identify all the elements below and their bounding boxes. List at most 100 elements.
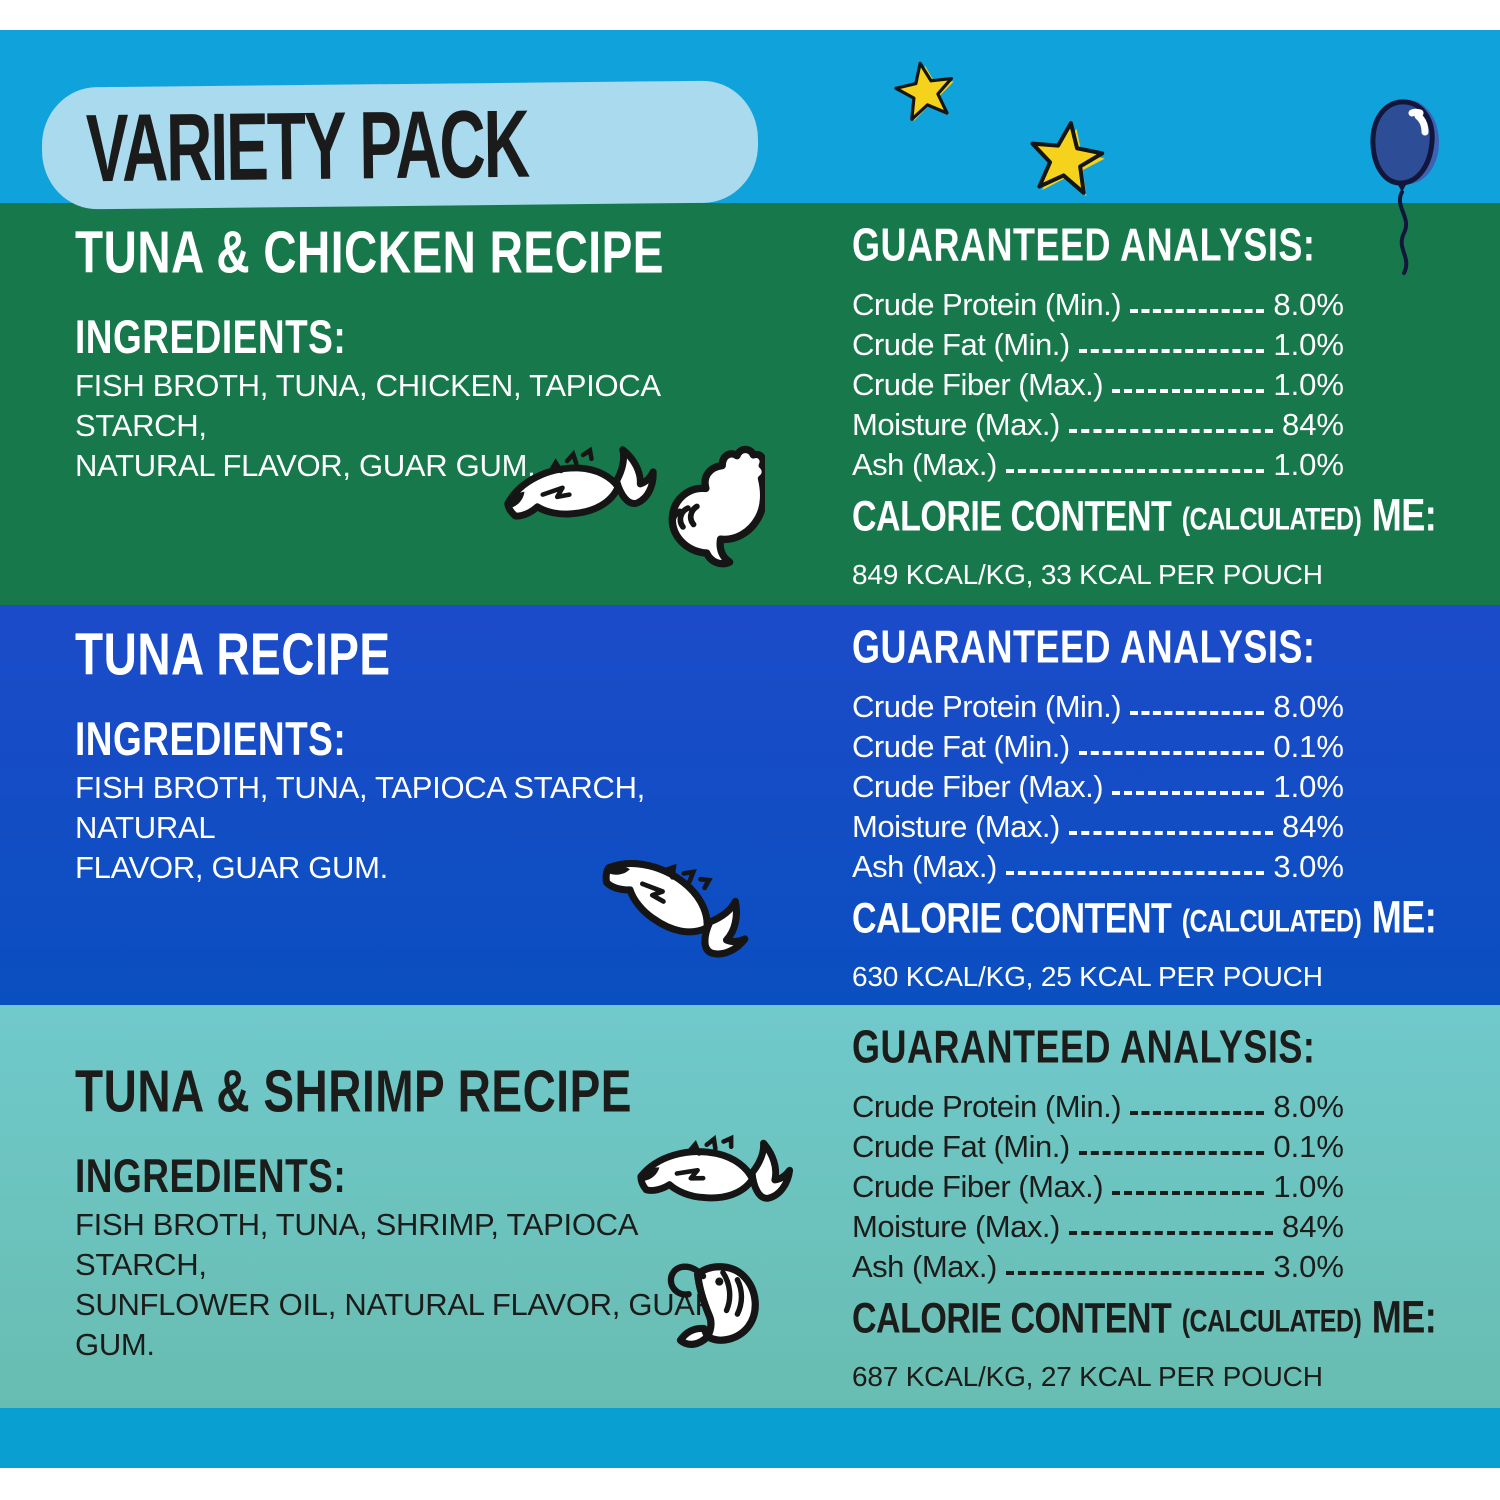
analysis-column: GUARANTEED ANALYSIS: Crude Protein (Min.… <box>852 1005 1437 1393</box>
analysis-row: Crude Fat (Min.) 0.1% <box>852 725 1344 765</box>
calorie-title: CALORIE CONTENT <box>852 1294 1172 1342</box>
guaranteed-analysis-title: GUARANTEED ANALYSIS: <box>852 1019 1316 1073</box>
analysis-label: Crude Fat (Min.) <box>852 1128 1070 1164</box>
analysis-value: 84% <box>1281 808 1344 844</box>
analysis-row: Moisture (Max.) 84% <box>852 1205 1344 1245</box>
dash-leader <box>1112 1190 1265 1195</box>
shrimp-icon <box>667 1263 759 1348</box>
title-blob: VARIETY PACK <box>41 80 759 210</box>
analysis-row: Crude Fiber (Max.) 1.0% <box>852 765 1344 805</box>
analysis-label: Crude Fiber (Max.) <box>852 366 1104 402</box>
dash-leader <box>1005 468 1265 473</box>
calorie-parenthetical: (CALCULATED) <box>1181 1303 1362 1339</box>
dash-leader <box>1130 710 1265 715</box>
analysis-value: 1.0% <box>1273 1168 1344 1204</box>
recipe-info-column: TUNA & SHRIMP RECIPE INGREDIENTS: FISH B… <box>75 1042 775 1365</box>
analysis-row: Ash (Max.) 3.0% <box>852 845 1344 885</box>
analysis-label: Ash (Max.) <box>852 848 997 884</box>
calorie-parenthetical: (CALCULATED) <box>1181 501 1362 537</box>
calorie-value: 849 KCAL/KG, 33 KCAL PER POUCH <box>852 558 1323 590</box>
ingredients-line: FLAVOR, GUAR GUM. <box>75 850 388 886</box>
analysis-row: Crude Fat (Min.) 0.1% <box>852 1125 1344 1165</box>
analysis-row: Moisture (Max.) 84% <box>852 403 1344 443</box>
analysis-value: 1.0% <box>1273 326 1344 362</box>
calorie-me-label: ME: <box>1371 1290 1437 1343</box>
analysis-table: Crude Protein (Min.) 8.0% Crude Fat (Min.… <box>852 1085 1344 1285</box>
analysis-label: Moisture (Max.) <box>852 808 1060 844</box>
calorie-value: 687 KCAL/KG, 27 KCAL PER POUCH <box>852 1360 1323 1392</box>
dash-leader <box>1112 388 1265 393</box>
tuna-fish-icon <box>504 446 657 520</box>
footer-band <box>0 1408 1500 1468</box>
ingredients-label: INGREDIENTS: <box>75 712 347 765</box>
ingredients-line: FISH BROTH, TUNA, SHRIMP, TAPIOCA STARCH… <box>75 1207 637 1283</box>
section-tuna-chicken: TUNA & CHICKEN RECIPE INGREDIENTS: FISH … <box>0 203 1500 605</box>
recipe-title: TUNA & CHICKEN RECIPE <box>75 217 664 286</box>
analysis-row: Ash (Max.) 1.0% <box>852 443 1344 483</box>
ingredients-text: FISH BROTH, TUNA, SHRIMP, TAPIOCA STARCH… <box>75 1205 775 1365</box>
calorie-content-block: CALORIE CONTENT (CALCULATED) ME: 630 KCA… <box>852 891 1437 993</box>
chicken-icon <box>668 445 765 568</box>
recipe-info-column: TUNA RECIPE INGREDIENTS: FISH BROTH, TUN… <box>75 605 775 888</box>
analysis-value: 8.0% <box>1273 688 1344 724</box>
analysis-column: GUARANTEED ANALYSIS: Crude Protein (Min.… <box>852 203 1437 591</box>
page-title: VARIETY PACK <box>85 89 529 203</box>
analysis-label: Crude Fat (Min.) <box>852 728 1070 764</box>
ingredients-line: FISH BROTH, TUNA, CHICKEN, TAPIOCA STARC… <box>75 368 660 444</box>
analysis-table: Crude Protein (Min.) 8.0% Crude Fat (Min.… <box>852 283 1344 483</box>
analysis-label: Moisture (Max.) <box>852 406 1060 442</box>
ingredients-line: FISH BROTH, TUNA, TAPIOCA STARCH, NATURA… <box>75 770 645 846</box>
analysis-row: Crude Protein (Min.) 8.0% <box>852 283 1344 323</box>
ingredients-text: FISH BROTH, TUNA, TAPIOCA STARCH, NATURA… <box>75 768 775 888</box>
calorie-heading: CALORIE CONTENT (CALCULATED) ME: <box>852 1291 1437 1353</box>
analysis-row: Crude Protein (Min.) 8.0% <box>852 1085 1344 1125</box>
analysis-row: Crude Fiber (Max.) 1.0% <box>852 1165 1344 1205</box>
analysis-value: 3.0% <box>1273 848 1344 884</box>
header-band: VARIETY PACK <box>0 30 1500 275</box>
analysis-label: Crude Fat (Min.) <box>852 326 1070 362</box>
ingredients-label: INGREDIENTS: <box>75 1149 347 1202</box>
section-tuna-shrimp: TUNA & SHRIMP RECIPE INGREDIENTS: FISH B… <box>0 1005 1500 1408</box>
calorie-value: 630 KCAL/KG, 25 KCAL PER POUCH <box>852 960 1323 992</box>
guaranteed-analysis-title: GUARANTEED ANALYSIS: <box>852 217 1316 271</box>
analysis-row: Crude Protein (Min.) 8.0% <box>852 685 1344 725</box>
tuna-fish-icon <box>637 1134 794 1202</box>
analysis-label: Crude Fiber (Max.) <box>852 768 1104 804</box>
analysis-table: Crude Protein (Min.) 8.0% Crude Fat (Min.… <box>852 685 1344 885</box>
analysis-value: 1.0% <box>1273 446 1344 482</box>
dash-leader <box>1068 830 1273 835</box>
calorie-me-label: ME: <box>1371 488 1437 541</box>
analysis-row: Crude Fiber (Max.) 1.0% <box>852 363 1344 403</box>
analysis-label: Crude Fiber (Max.) <box>852 1168 1104 1204</box>
analysis-label: Crude Protein (Min.) <box>852 688 1122 724</box>
analysis-row: Moisture (Max.) 84% <box>852 805 1344 845</box>
dash-leader <box>1078 348 1265 353</box>
analysis-value: 8.0% <box>1273 286 1344 322</box>
dash-leader <box>1078 1150 1265 1155</box>
analysis-row: Ash (Max.) 3.0% <box>852 1245 1344 1285</box>
analysis-value: 1.0% <box>1273 768 1344 804</box>
dash-leader <box>1005 870 1265 875</box>
calorie-content-block: CALORIE CONTENT (CALCULATED) ME: 849 KCA… <box>852 489 1437 591</box>
star-icon <box>1030 121 1105 197</box>
calorie-content-block: CALORIE CONTENT (CALCULATED) ME: 687 KCA… <box>852 1291 1437 1393</box>
calorie-parenthetical: (CALCULATED) <box>1181 903 1362 939</box>
analysis-value: 0.1% <box>1273 728 1344 764</box>
tuna-fish-icon <box>602 860 749 958</box>
analysis-label: Crude Protein (Min.) <box>852 1088 1122 1124</box>
star-icon <box>894 61 954 121</box>
ingredients-line: SUNFLOWER OIL, NATURAL FLAVOR, GUAR GUM. <box>75 1287 717 1363</box>
calorie-heading: CALORIE CONTENT (CALCULATED) ME: <box>852 489 1437 551</box>
analysis-value: 3.0% <box>1273 1248 1344 1284</box>
dash-leader <box>1005 1270 1265 1275</box>
analysis-value: 84% <box>1281 406 1344 442</box>
analysis-value: 84% <box>1281 1208 1344 1244</box>
dash-leader <box>1130 308 1265 313</box>
section-tuna: TUNA RECIPE INGREDIENTS: FISH BROTH, TUN… <box>0 605 1500 1005</box>
balloon-icon <box>1370 99 1439 275</box>
analysis-label: Ash (Max.) <box>852 446 997 482</box>
analysis-label: Ash (Max.) <box>852 1248 997 1284</box>
analysis-value: 0.1% <box>1273 1128 1344 1164</box>
analysis-row: Crude Fat (Min.) 1.0% <box>852 323 1344 363</box>
